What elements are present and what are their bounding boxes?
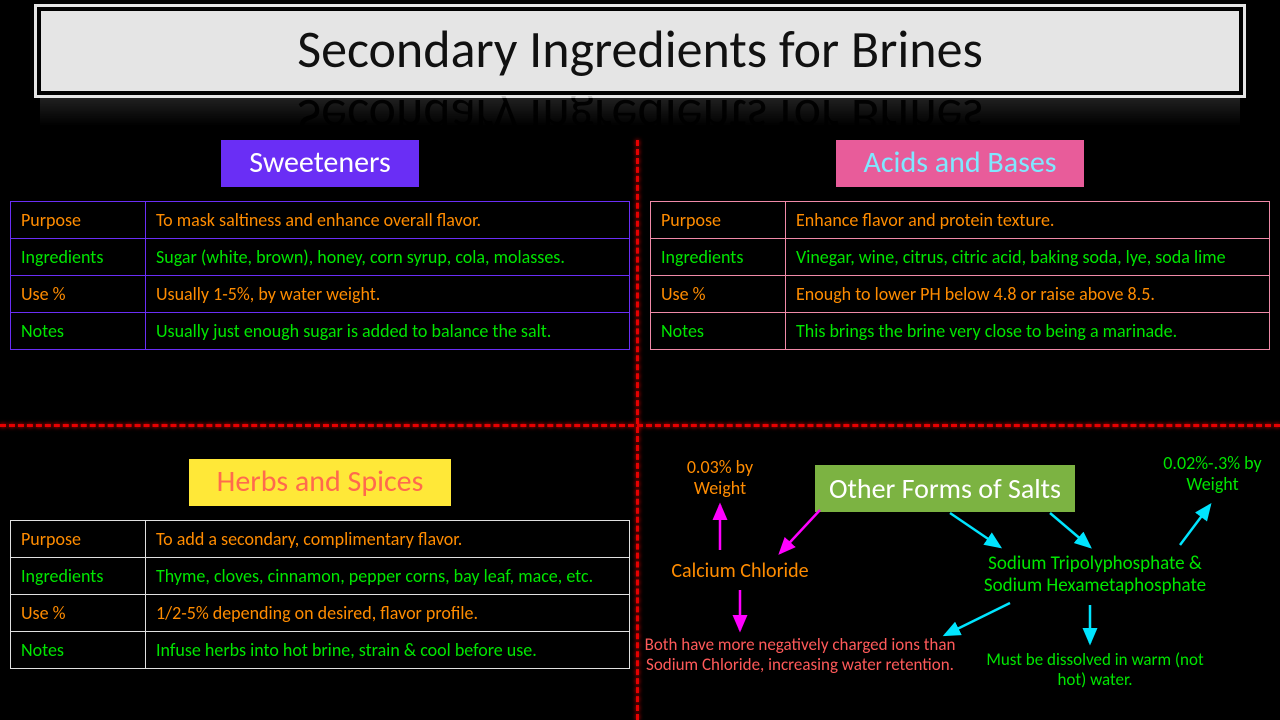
- row-value: Usually 1-5%, by water weight.: [146, 276, 630, 313]
- row-value: Usually just enough sugar is added to ba…: [146, 313, 630, 350]
- calcium-chloride-label: Calcium Chloride: [650, 560, 830, 583]
- row-value: To add a secondary, complimentary flavor…: [146, 521, 630, 558]
- table-row: PurposeEnhance flavor and protein textur…: [651, 202, 1270, 239]
- quadrant-sweeteners: Sweeteners PurposeTo mask saltiness and …: [10, 140, 630, 415]
- heading-herbs: Herbs and Spices: [189, 459, 452, 506]
- table-row: NotesThis brings the brine very close to…: [651, 313, 1270, 350]
- row-label: Use %: [11, 595, 146, 632]
- title-container: Secondary Ingredients for Brines Seconda…: [40, 10, 1240, 98]
- sodium-percent: 0.02%-.3% by Weight: [1155, 453, 1270, 494]
- divider-horizontal: [0, 424, 1280, 430]
- row-value: Enough to lower PH below 4.8 or raise ab…: [786, 276, 1270, 313]
- row-label: Notes: [11, 313, 146, 350]
- row-value: Sugar (white, brown), honey, corn syrup,…: [146, 239, 630, 276]
- row-label: Use %: [651, 276, 786, 313]
- row-value: Thyme, cloves, cinnamon, pepper corns, b…: [146, 558, 630, 595]
- row-value: 1/2-5% depending on desired, flavor prof…: [146, 595, 630, 632]
- quadrant-salts: 0.03% by Weight Other Forms of Salts 0.0…: [650, 435, 1270, 715]
- table-row: IngredientsThyme, cloves, cinnamon, pepp…: [11, 558, 630, 595]
- row-label: Ingredients: [651, 239, 786, 276]
- table-row: PurposeTo mask saltiness and enhance ove…: [11, 202, 630, 239]
- table-herbs: PurposeTo add a secondary, complimentary…: [10, 520, 630, 669]
- quadrant-herbs: Herbs and Spices PurposeTo add a seconda…: [10, 435, 630, 715]
- both-note: Both have more negatively charged ions t…: [640, 635, 960, 674]
- table-row: NotesInfuse herbs into hot brine, strain…: [11, 632, 630, 669]
- row-label: Ingredients: [11, 239, 146, 276]
- row-label: Purpose: [11, 202, 146, 239]
- heading-salts: Other Forms of Salts: [815, 465, 1075, 512]
- sodium-phosphates-label: Sodium Tripolyphosphate & Sodium Hexamet…: [960, 553, 1230, 597]
- row-value: Infuse herbs into hot brine, strain & co…: [146, 632, 630, 669]
- row-label: Notes: [11, 632, 146, 669]
- table-row: Use %Usually 1-5%, by water weight.: [11, 276, 630, 313]
- table-row: PurposeTo add a secondary, complimentary…: [11, 521, 630, 558]
- table-sweeteners: PurposeTo mask saltiness and enhance ove…: [10, 201, 630, 350]
- row-label: Purpose: [651, 202, 786, 239]
- table-row: Use %Enough to lower PH below 4.8 or rai…: [651, 276, 1270, 313]
- dissolve-note: Must be dissolved in warm (not hot) wate…: [980, 650, 1210, 689]
- heading-sweeteners: Sweeteners: [221, 140, 418, 187]
- table-row: IngredientsSugar (white, brown), honey, …: [11, 239, 630, 276]
- row-value: This brings the brine very close to bein…: [786, 313, 1270, 350]
- table-row: Use %1/2-5% depending on desired, flavor…: [11, 595, 630, 632]
- row-value: Vinegar, wine, citrus, citric acid, baki…: [786, 239, 1270, 276]
- quadrant-acids: Acids and Bases PurposeEnhance flavor an…: [650, 140, 1270, 415]
- row-label: Purpose: [11, 521, 146, 558]
- row-label: Use %: [11, 276, 146, 313]
- calcium-percent: 0.03% by Weight: [660, 457, 780, 498]
- row-value: Enhance flavor and protein texture.: [786, 202, 1270, 239]
- table-acids: PurposeEnhance flavor and protein textur…: [650, 201, 1270, 350]
- row-value: To mask saltiness and enhance overall fl…: [146, 202, 630, 239]
- divider-vertical: [636, 140, 642, 720]
- row-label: Ingredients: [11, 558, 146, 595]
- table-row: NotesUsually just enough sugar is added …: [11, 313, 630, 350]
- page-title: Secondary Ingredients for Brines: [40, 10, 1240, 92]
- table-row: IngredientsVinegar, wine, citrus, citric…: [651, 239, 1270, 276]
- row-label: Notes: [651, 313, 786, 350]
- heading-acids: Acids and Bases: [836, 140, 1085, 187]
